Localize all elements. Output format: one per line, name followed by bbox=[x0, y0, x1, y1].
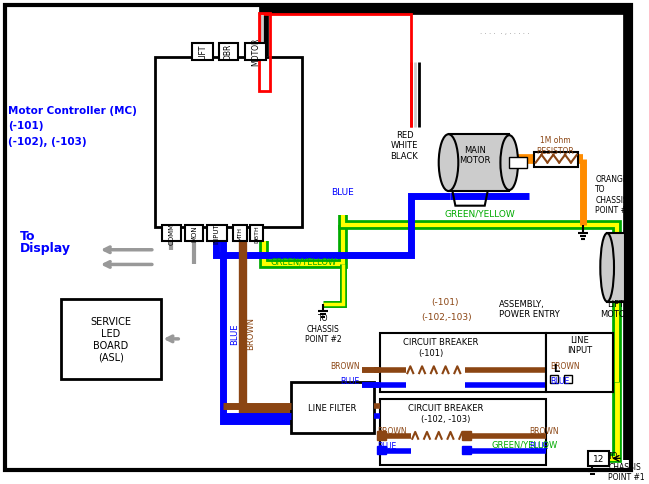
Bar bbox=[185, 226, 202, 242]
Text: Motor Controller (MC): Motor Controller (MC) bbox=[8, 106, 137, 116]
Bar bbox=[250, 226, 263, 242]
Bar bbox=[546, 333, 613, 392]
Text: (-101): (-101) bbox=[431, 298, 458, 306]
Text: (-101): (-101) bbox=[418, 348, 443, 357]
Bar bbox=[607, 234, 625, 302]
Text: LIFT: LIFT bbox=[198, 44, 207, 60]
Bar bbox=[291, 382, 374, 433]
Bar bbox=[380, 333, 546, 392]
Text: MOTOR: MOTOR bbox=[251, 38, 260, 66]
Text: BLUE: BLUE bbox=[377, 441, 397, 450]
Text: To: To bbox=[19, 229, 35, 242]
Text: GREEN/YELLOW: GREEN/YELLOW bbox=[445, 209, 515, 218]
Bar bbox=[192, 44, 214, 60]
Bar bbox=[61, 299, 160, 379]
Text: ORANGE
TO
CHASSIS
POINT #3: ORANGE TO CHASSIS POINT #3 bbox=[595, 174, 632, 214]
Text: (-102,-103): (-102,-103) bbox=[421, 312, 472, 321]
Text: GREEN/YELLOW: GREEN/YELLOW bbox=[492, 439, 558, 448]
Text: TO
CHASSIS
POINT #1: TO CHASSIS POINT #1 bbox=[608, 452, 644, 481]
Text: GREEN/YELLOW: GREEN/YELLOW bbox=[271, 257, 337, 266]
Text: BLUE: BLUE bbox=[550, 376, 570, 385]
Text: DBR: DBR bbox=[224, 44, 233, 60]
Text: COMM: COMM bbox=[168, 223, 175, 245]
Text: TO
CHASSIS
POINT #2: TO CHASSIS POINT #2 bbox=[305, 314, 341, 343]
Bar bbox=[377, 446, 386, 454]
Bar bbox=[377, 431, 386, 440]
Bar bbox=[219, 44, 238, 60]
Text: BROWN: BROWN bbox=[377, 426, 407, 436]
Bar bbox=[206, 226, 227, 242]
Bar bbox=[462, 431, 471, 440]
Bar bbox=[564, 375, 572, 383]
Bar bbox=[154, 58, 302, 228]
Bar bbox=[587, 451, 609, 466]
Text: BLUE: BLUE bbox=[529, 441, 548, 450]
Text: BLUE: BLUE bbox=[340, 376, 360, 385]
Text: CIRCUIT BREAKER: CIRCUIT BREAKER bbox=[408, 403, 484, 412]
Text: Display: Display bbox=[19, 242, 71, 255]
Bar bbox=[233, 226, 247, 242]
Text: (-101): (-101) bbox=[8, 121, 43, 131]
Text: BROWN: BROWN bbox=[529, 426, 558, 436]
Ellipse shape bbox=[439, 135, 458, 192]
Bar bbox=[550, 375, 558, 383]
Text: ASSEMBLY,
POWER ENTRY: ASSEMBLY, POWER ENTRY bbox=[500, 299, 560, 318]
Text: BROWN: BROWN bbox=[550, 361, 580, 370]
Ellipse shape bbox=[500, 136, 518, 191]
Bar bbox=[509, 157, 527, 169]
Text: 1M ohm
RESISTOR: 1M ohm RESISTOR bbox=[536, 136, 574, 155]
Text: BROWN: BROWN bbox=[246, 317, 255, 350]
Text: LINE FILTER: LINE FILTER bbox=[308, 403, 356, 412]
Bar bbox=[162, 226, 181, 242]
Text: MTH: MTH bbox=[238, 227, 243, 241]
Text: (-102, -103): (-102, -103) bbox=[421, 414, 471, 423]
Bar bbox=[380, 399, 546, 465]
Text: LINE
INPUT: LINE INPUT bbox=[567, 335, 593, 355]
Bar bbox=[245, 44, 266, 60]
Bar bbox=[258, 14, 270, 92]
Text: . . . .  . , . . . . .: . . . . . , . . . . . bbox=[480, 30, 530, 35]
Text: RED
WHITE
BLACK: RED WHITE BLACK bbox=[391, 131, 419, 161]
Text: CIRCUIT BREAKER: CIRCUIT BREAKER bbox=[403, 338, 478, 347]
Bar bbox=[448, 135, 509, 192]
Bar bbox=[462, 446, 471, 454]
Ellipse shape bbox=[600, 234, 614, 302]
Text: MON: MON bbox=[191, 226, 197, 242]
Bar bbox=[533, 152, 578, 167]
Text: (-102), (-103): (-102), (-103) bbox=[8, 137, 86, 147]
Text: SERVICE
LED
BOARD
(ASL): SERVICE LED BOARD (ASL) bbox=[90, 317, 131, 362]
Text: MAIN
MOTOR: MAIN MOTOR bbox=[459, 146, 491, 165]
Text: BLUE: BLUE bbox=[230, 322, 239, 344]
Text: BLUE: BLUE bbox=[332, 188, 354, 197]
Text: 12: 12 bbox=[593, 454, 604, 463]
Text: LIFT
MOTOR: LIFT MOTOR bbox=[600, 299, 631, 318]
Text: INPUT: INPUT bbox=[214, 223, 219, 244]
Text: L: L bbox=[553, 363, 559, 374]
Text: BROWN: BROWN bbox=[330, 361, 360, 370]
Text: DBTH: DBTH bbox=[254, 225, 259, 242]
